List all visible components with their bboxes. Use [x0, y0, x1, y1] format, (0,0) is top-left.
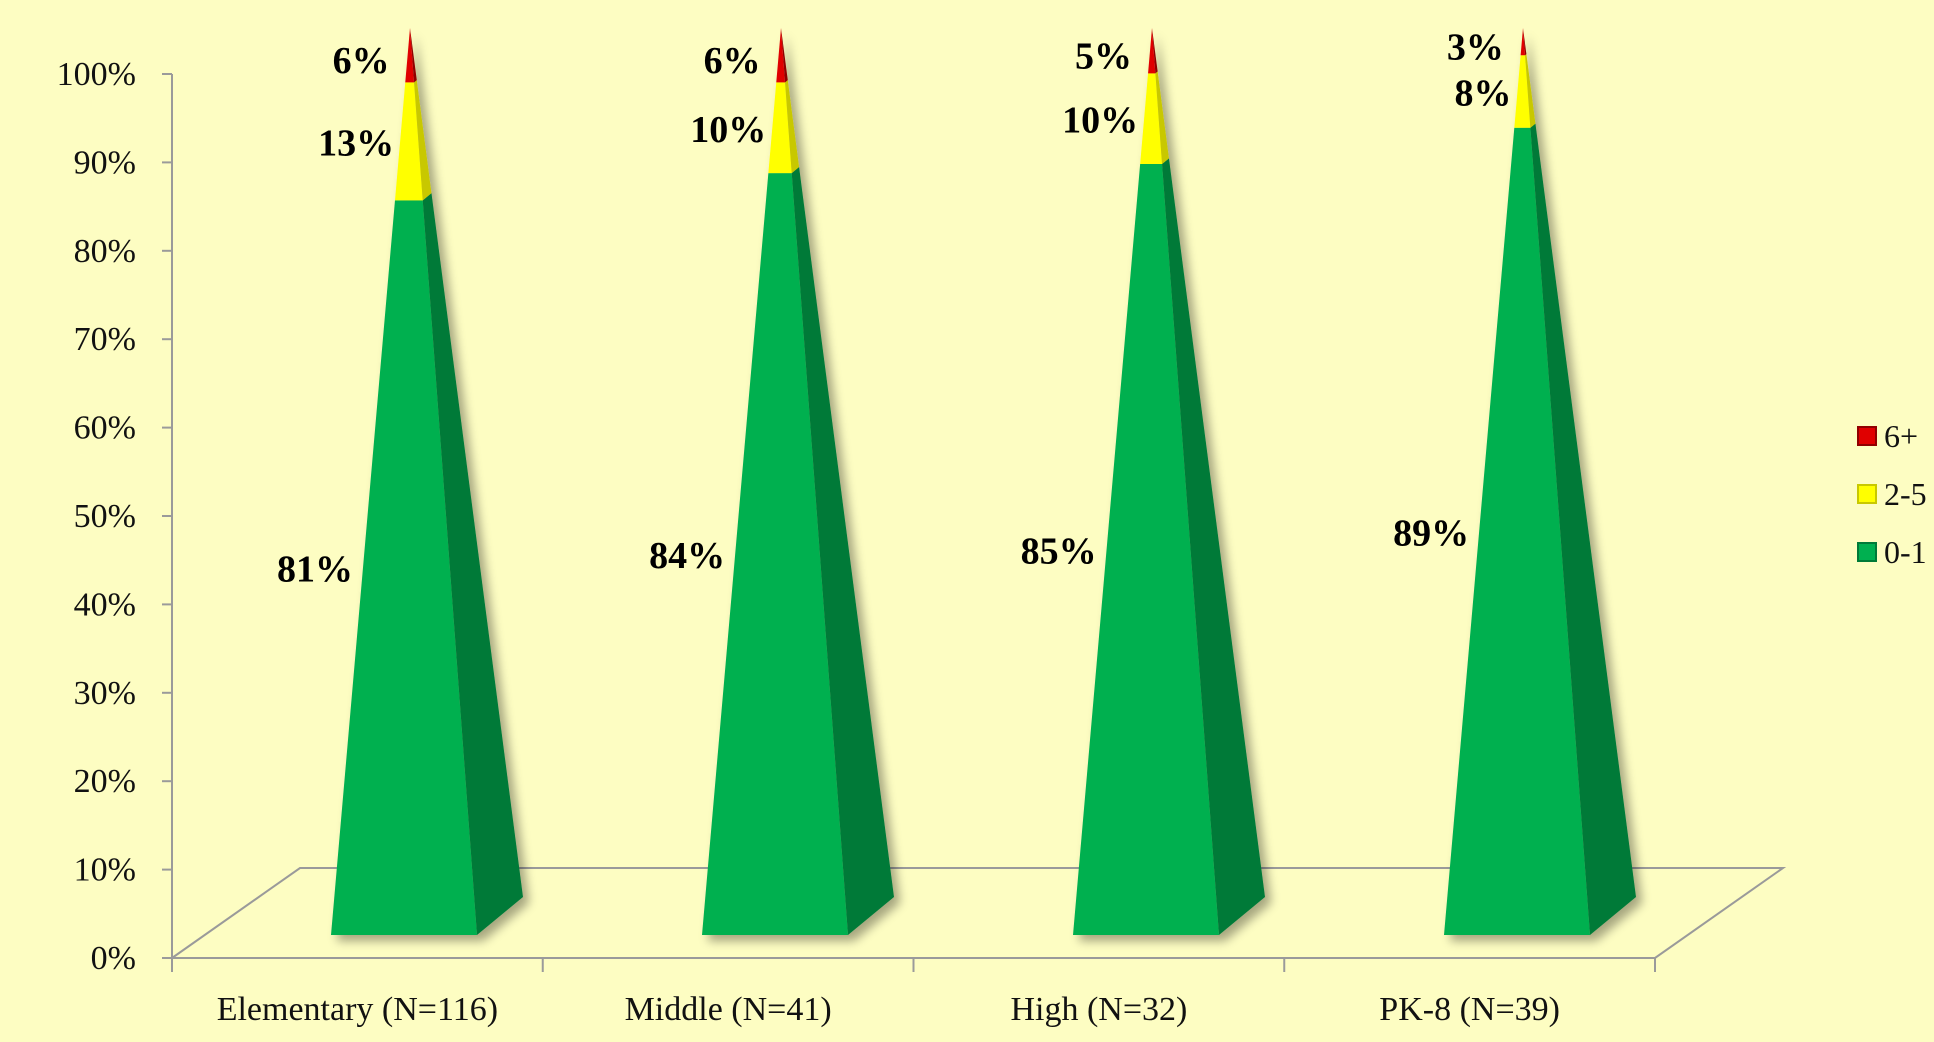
- legend-item-0-1: 0-1: [1858, 534, 1927, 570]
- legend-label: 0-1: [1884, 534, 1927, 570]
- data-label-0-1-pk-8-n-39: 89%: [1393, 512, 1469, 554]
- data-label-2-5-pk-8-n-39: 8%: [1454, 72, 1511, 114]
- legend-item-6: 6+: [1858, 418, 1918, 454]
- pyramid-high-n-32: [1073, 28, 1265, 935]
- legend: 6+ 2-5 0-1: [1858, 418, 1927, 570]
- data-label-0-1-middle-n-41: 84%: [649, 535, 725, 577]
- data-label-6-high-n-32: 5%: [1075, 36, 1132, 78]
- pyramids-layer: [331, 28, 1636, 935]
- data-label-0-1-elementary-n-116: 81%: [277, 549, 353, 591]
- y-tick-label: 30%: [74, 675, 136, 712]
- legend-swatch: [1858, 427, 1876, 445]
- y-tick-label: 50%: [74, 498, 136, 535]
- data-label-6-middle-n-41: 6%: [704, 40, 761, 82]
- data-label-6-elementary-n-116: 6%: [333, 40, 390, 82]
- y-tick-label: 0%: [91, 940, 136, 977]
- data-label-6-pk-8-n-39: 3%: [1447, 27, 1504, 69]
- data-label-0-1-high-n-32: 85%: [1021, 531, 1097, 573]
- y-tick-label: 100%: [57, 56, 136, 93]
- y-tick-label: 80%: [74, 233, 136, 270]
- x-category-label: Elementary (N=116): [217, 991, 498, 1028]
- legend-label: 2-5: [1884, 476, 1927, 512]
- legend-item-2-5: 2-5: [1858, 476, 1927, 512]
- legend-swatch: [1858, 485, 1876, 503]
- pyramid-pk-8-n-39: [1444, 28, 1636, 935]
- y-tick-label: 90%: [74, 144, 136, 181]
- x-category-label: Middle (N=41): [625, 991, 832, 1028]
- x-category-label: PK-8 (N=39): [1379, 991, 1560, 1028]
- x-category-label: High (N=32): [1010, 991, 1187, 1028]
- y-tick-label: 40%: [74, 586, 136, 623]
- legend-label: 6+: [1884, 418, 1918, 454]
- data-label-2-5-high-n-32: 10%: [1062, 100, 1138, 142]
- data-label-2-5-elementary-n-116: 13%: [318, 122, 394, 164]
- y-tick-label: 60%: [74, 410, 136, 447]
- data-label-2-5-middle-n-41: 10%: [690, 109, 766, 151]
- y-tick-label: 70%: [74, 321, 136, 358]
- y-tick-label: 10%: [74, 852, 136, 889]
- pyramid-middle-n-41: [702, 28, 894, 935]
- y-tick-label: 20%: [74, 763, 136, 800]
- legend-swatch: [1858, 543, 1876, 561]
